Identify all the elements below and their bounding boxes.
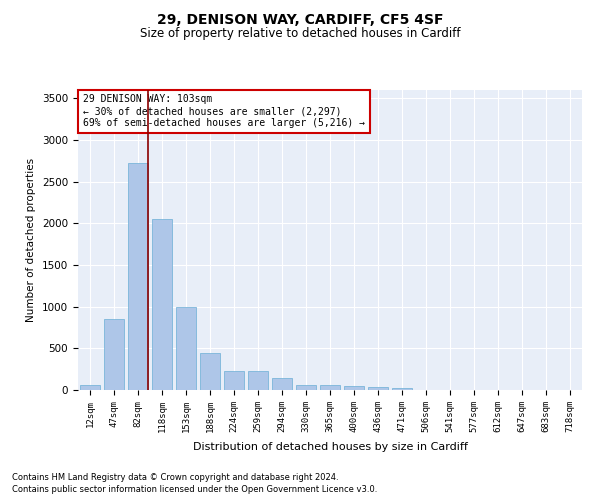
Text: 29 DENISON WAY: 103sqm
← 30% of detached houses are smaller (2,297)
69% of semi-: 29 DENISON WAY: 103sqm ← 30% of detached… xyxy=(83,94,365,128)
Bar xyxy=(368,387,388,390)
Bar xyxy=(152,219,172,390)
Bar xyxy=(344,386,364,390)
Text: Contains HM Land Registry data © Crown copyright and database right 2024.: Contains HM Land Registry data © Crown c… xyxy=(12,472,338,482)
Y-axis label: Number of detached properties: Number of detached properties xyxy=(26,158,37,322)
Text: 29, DENISON WAY, CARDIFF, CF5 4SF: 29, DENISON WAY, CARDIFF, CF5 4SF xyxy=(157,12,443,26)
Text: Distribution of detached houses by size in Cardiff: Distribution of detached houses by size … xyxy=(193,442,467,452)
Bar xyxy=(320,386,340,390)
Bar xyxy=(296,384,316,390)
Text: Contains public sector information licensed under the Open Government Licence v3: Contains public sector information licen… xyxy=(12,485,377,494)
Bar xyxy=(200,352,220,390)
Bar xyxy=(392,388,412,390)
Bar xyxy=(224,371,244,390)
Bar xyxy=(128,163,148,390)
Bar xyxy=(248,371,268,390)
Bar xyxy=(104,319,124,390)
Bar xyxy=(272,378,292,390)
Text: Size of property relative to detached houses in Cardiff: Size of property relative to detached ho… xyxy=(140,28,460,40)
Bar xyxy=(80,385,100,390)
Bar xyxy=(176,306,196,390)
